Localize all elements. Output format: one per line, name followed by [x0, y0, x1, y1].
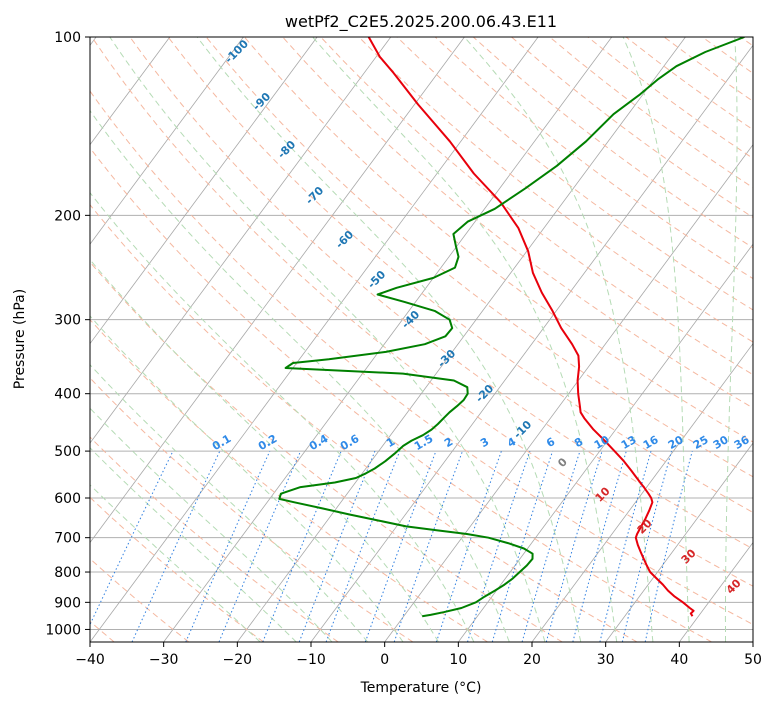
dry-adiabat-line	[358, 37, 753, 343]
dry-adiabat-line	[90, 261, 563, 642]
mixing-ratio-line	[545, 450, 603, 642]
x-tick-label: 40	[670, 652, 688, 668]
isotherm-line	[531, 342, 753, 642]
dry-adiabat-line	[90, 377, 414, 642]
moist-adiabat-line	[90, 484, 261, 642]
isotherm-line	[90, 37, 171, 146]
x-tick-label: 0	[380, 652, 389, 668]
mixing-ratio-line	[393, 450, 463, 642]
y-tick-label: 700	[54, 531, 81, 547]
mixing-ratio-line	[521, 450, 581, 642]
isotherm-line	[163, 37, 613, 642]
isotherm-line	[605, 442, 753, 642]
isotherm-line	[90, 37, 465, 544]
isotherm-line	[90, 37, 318, 345]
mixing-ratio-line	[185, 450, 271, 642]
y-tick-label: 600	[54, 491, 81, 507]
mixing-ratio-line	[599, 450, 652, 642]
temperature-line	[367, 37, 695, 617]
moist-adiabat-line	[90, 258, 439, 642]
moist-adiabat-line	[90, 109, 510, 642]
dry-adiabat-line	[91, 37, 753, 587]
x-tick-label: 50	[744, 652, 762, 668]
x-tick-label: −30	[149, 652, 179, 668]
moist-adiabat-line	[90, 315, 404, 642]
y-tick-label: 1000	[45, 622, 81, 638]
plot-frame	[89, 36, 754, 643]
isotherm-line	[384, 144, 753, 642]
x-tick-label: −10	[296, 652, 326, 668]
isotherm-line	[90, 37, 539, 642]
x-tick-label: 10	[449, 652, 467, 668]
dry-adiabat-line	[396, 37, 753, 311]
y-tick-label: 800	[54, 565, 81, 581]
isotherm-line	[237, 37, 686, 642]
moist-adiabat-line	[724, 37, 738, 642]
moist-adiabat-line	[90, 447, 297, 642]
mixing-ratio-line	[621, 450, 672, 642]
y-tick-label: 300	[54, 313, 81, 329]
dry-adiabat-line	[90, 204, 638, 642]
y-tick-label: 500	[54, 444, 81, 460]
y-tick-label: 200	[54, 208, 81, 224]
isotherm-line	[90, 37, 244, 245]
moist-adiabat-line	[109, 37, 546, 642]
x-tick-label: 20	[523, 652, 541, 668]
moist-adiabat-line	[90, 407, 333, 642]
moist-adiabat-line	[463, 37, 654, 642]
chart-title: wetPf2_C2E5.2025.200.06.43.E11	[285, 12, 557, 32]
y-tick-label: 900	[54, 595, 81, 611]
dewpoint-line	[278, 37, 745, 618]
mixing-ratio-line	[644, 450, 693, 642]
dry-adiabat-line	[129, 37, 753, 550]
mixing-ratio-line	[491, 450, 554, 642]
y-tick-label: 100	[54, 30, 81, 46]
dry-adiabat-line	[167, 37, 753, 514]
moist-adiabat-line	[312, 37, 618, 642]
dry-adiabat-line	[90, 90, 753, 626]
mixing-ratio-line	[435, 450, 502, 642]
mixing-ratio-line	[298, 450, 376, 642]
mixing-ratio-line	[325, 450, 401, 642]
isotherm-line	[90, 37, 392, 444]
mixing-ratio-line	[572, 450, 627, 642]
mixing-ratio-line	[262, 450, 342, 642]
dry-adiabat-line	[320, 37, 753, 376]
mixing-ratio-line	[467, 450, 531, 642]
moist-adiabat-line	[622, 37, 690, 642]
isotherm-line	[310, 44, 753, 642]
x-tick-label: −20	[223, 652, 253, 668]
moist-adiabat-line	[90, 364, 369, 642]
y-axis-label: Pressure (hPa)	[12, 289, 28, 389]
isotherm-line	[458, 243, 753, 642]
y-tick-label: 400	[54, 387, 81, 403]
x-axis-label: Temperature (°C)	[360, 680, 482, 696]
x-tick-label: −40	[75, 652, 105, 668]
mixing-ratio-line	[364, 450, 437, 642]
dry-adiabat-line	[90, 147, 712, 642]
x-tick-label: 30	[597, 652, 615, 668]
